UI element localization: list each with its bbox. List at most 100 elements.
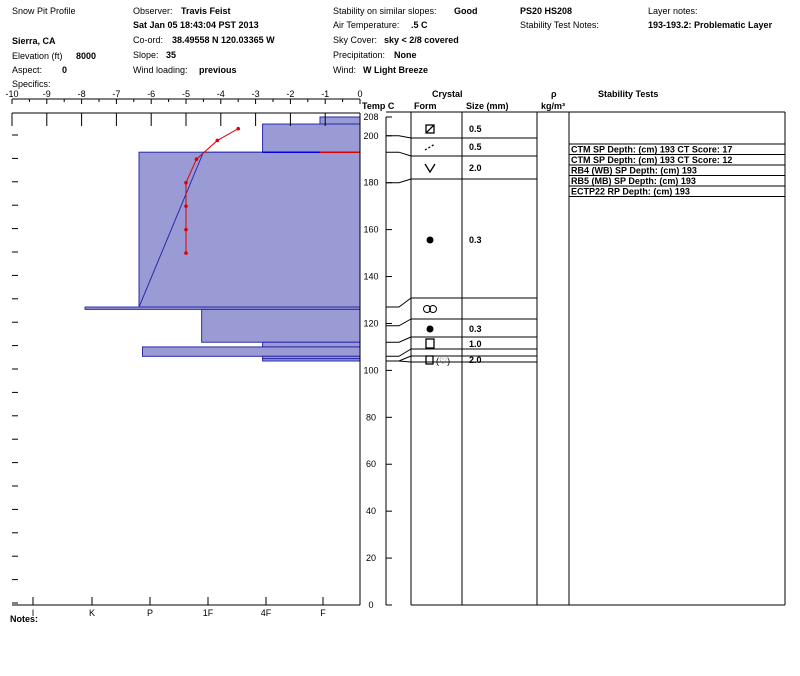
aspect-value: 0: [62, 65, 68, 75]
depth-tick-label: 120: [363, 318, 378, 328]
notes-label: Notes:: [10, 614, 39, 624]
faceted-crystal-slash: [425, 124, 435, 134]
layer-connector: [386, 178, 412, 184]
observer-value: Travis Feist: [181, 6, 231, 16]
temp-tick-label: -6: [147, 89, 155, 99]
depth-tick-label: 40: [366, 506, 376, 516]
hardness-tick-label: 4F: [261, 608, 272, 618]
temp-col-header: Temp C: [362, 101, 395, 111]
wind-loading-label: Wind loading:: [133, 65, 188, 75]
stability-test-entry: ECTP22 RP Depth: (cm) 193: [571, 187, 690, 197]
hardness-bar: [319, 116, 361, 125]
size-col-header: Size (mm): [466, 101, 509, 111]
slope-value: 35: [166, 50, 177, 60]
hardness-tick-label: K: [89, 608, 95, 618]
coord-label: Co-ord:: [133, 35, 164, 45]
air-temp-value: .5 C: [411, 20, 428, 30]
decomposing-crystal-icon: [424, 143, 436, 151]
depth-tick-label: 0: [368, 600, 373, 610]
depth-tick-label: 208: [363, 112, 378, 122]
crystal-col-header: Crystal: [432, 89, 463, 99]
depth-tick-label: 60: [366, 459, 376, 469]
layer-connector: [386, 135, 412, 139]
rounded-grain-icon: [426, 325, 434, 333]
rounded-grain-icon: [426, 236, 434, 244]
temp-tick-label: -1: [321, 89, 329, 99]
stability-test-entry: CTM SP Depth: (cm) 193 CT Score: 12: [571, 155, 732, 165]
depth-tick-label: 140: [363, 272, 378, 282]
temp-tick-label: -8: [78, 89, 86, 99]
depth-tick-label: 200: [363, 131, 378, 141]
hardness-tick-label: 1F: [203, 608, 214, 618]
temp-tick-label: -5: [182, 89, 190, 99]
stability-tests-col-header: Stability Tests: [598, 89, 659, 99]
melt-form-icon-b: [429, 305, 437, 313]
density-col-header: kg/m³: [541, 101, 566, 111]
melt-form-icon: [423, 305, 431, 313]
temp-tick-label: -9: [43, 89, 51, 99]
stability-similar-label: Stability on similar slopes:: [333, 6, 437, 16]
mixed-form-square-icon: [425, 355, 434, 365]
layer-size: 0.5: [469, 142, 482, 152]
hardness-bar: [262, 123, 361, 153]
specifics-label: Specifics:: [12, 79, 51, 89]
layer-connector: [386, 297, 412, 308]
layer-size: 1.0: [469, 339, 482, 349]
temp-tick-label: -2: [286, 89, 294, 99]
temp-tick-label: -10: [5, 89, 18, 99]
stability-test-notes-label: Stability Test Notes:: [520, 20, 599, 30]
air-temp-label: Air Temperature:: [333, 20, 400, 30]
layer-connector: [386, 318, 412, 327]
observer-label: Observer:: [133, 6, 173, 16]
ps-hs: PS20 HS208: [520, 6, 573, 16]
layer-notes-label: Layer notes:: [648, 6, 698, 16]
depth-tick-label: 180: [363, 178, 378, 188]
temperature-point: [184, 204, 188, 208]
datetime: Sat Jan 05 18:43:04 PST 2013: [133, 20, 259, 30]
rho-col-header: ρ: [551, 89, 557, 99]
hardness-bar: [262, 341, 361, 348]
form-col-header: Form: [414, 101, 437, 111]
depth-tick-label: 80: [366, 412, 376, 422]
temp-tick-label: -3: [252, 89, 260, 99]
slope-label: Slope:: [133, 50, 159, 60]
hardness-tick-label: I: [32, 608, 35, 618]
layer-connector: [386, 348, 412, 357]
depth-tick-label: 100: [363, 365, 378, 375]
temperature-point: [215, 138, 220, 143]
temperature-point: [184, 180, 188, 185]
temperature-point: [236, 126, 240, 131]
layer-connector: [386, 151, 412, 157]
temp-tick-label: -7: [112, 89, 120, 99]
temp-tick-label: -4: [217, 89, 225, 99]
elevation-value: 8000: [76, 51, 97, 61]
wind-loading-value: previous: [199, 65, 237, 75]
hardness-tick-label: P: [147, 608, 153, 618]
hardness-bar: [142, 346, 361, 357]
faceted-square-icon: [425, 338, 435, 349]
sky-label: Sky Cover:: [333, 35, 378, 45]
layer-size: 2.0: [469, 163, 482, 173]
hardness-tick-label: F: [320, 608, 326, 618]
layer-size: 0.3: [469, 235, 482, 245]
sky-value: sky < 2/8 covered: [384, 35, 459, 45]
layer-connector: [386, 336, 412, 343]
stability-test-entry: CTM SP Depth: (cm) 193 CT Score: 17: [571, 145, 732, 155]
temperature-point: [184, 227, 188, 232]
mixed-form-symbol-icon: (♡): [436, 356, 450, 366]
layer-size: 0.3: [469, 324, 482, 334]
precip-value: None: [394, 50, 417, 60]
wind-label: Wind:: [333, 65, 357, 75]
elevation-label: Elevation (ft): [12, 51, 63, 61]
depth-tick-label: 160: [363, 225, 378, 235]
stability-test-entry: RB5 (MB) SP Depth: (cm) 193: [571, 176, 696, 186]
depth-hoar-icon: [424, 163, 436, 174]
wind-value: W Light Breeze: [363, 65, 429, 75]
hardness-bar: [262, 358, 361, 362]
layer-size: 2.0: [469, 355, 482, 365]
aspect-label: Aspect:: [12, 65, 43, 75]
temp-tick-label: 0: [357, 89, 362, 99]
temperature-point: [184, 251, 188, 255]
hardness-bar: [201, 308, 361, 343]
